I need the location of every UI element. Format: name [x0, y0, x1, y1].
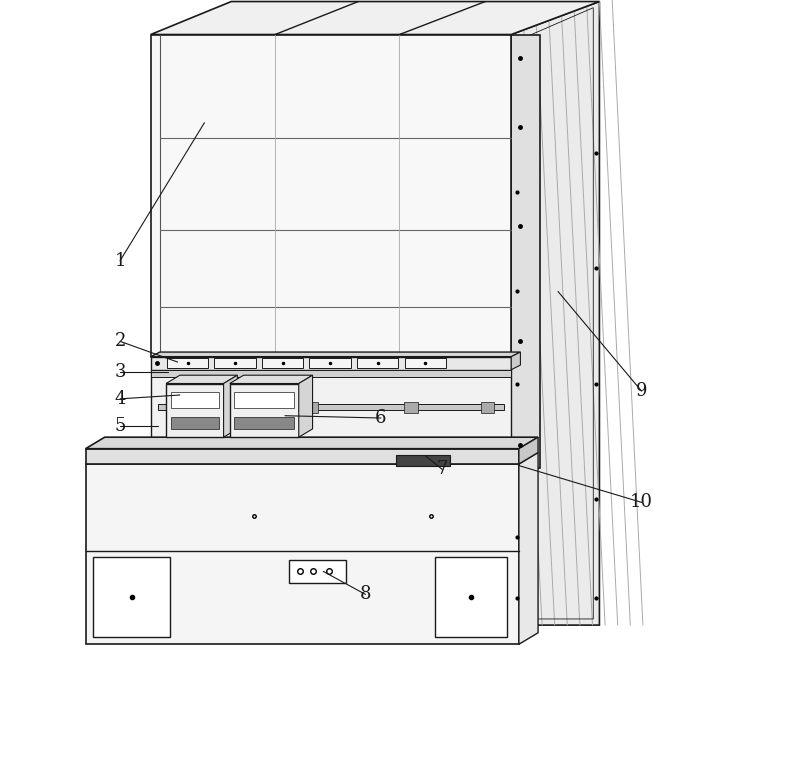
Bar [166, 384, 223, 437]
Bar [150, 357, 511, 370]
Bar [310, 358, 351, 368]
Polygon shape [511, 2, 599, 625]
Polygon shape [298, 375, 313, 437]
Bar [404, 402, 418, 413]
Text: 10: 10 [630, 493, 653, 512]
Polygon shape [511, 352, 521, 370]
Polygon shape [150, 2, 599, 35]
Bar [405, 358, 446, 368]
Bar [234, 391, 294, 408]
Text: 7: 7 [437, 460, 448, 479]
Bar [511, 35, 540, 468]
Text: 5: 5 [114, 416, 126, 435]
Bar [93, 557, 170, 637]
Bar [150, 441, 511, 449]
Bar [150, 370, 511, 377]
Polygon shape [150, 352, 521, 357]
Text: 6: 6 [375, 409, 386, 427]
Bar [262, 358, 303, 368]
Bar [166, 402, 180, 413]
Text: 1: 1 [114, 252, 126, 270]
Polygon shape [519, 453, 538, 644]
Text: 8: 8 [360, 585, 371, 604]
Bar [167, 358, 208, 368]
Text: 4: 4 [114, 390, 126, 408]
Bar [150, 35, 511, 357]
Bar [434, 557, 507, 637]
Bar [214, 358, 256, 368]
Bar [170, 417, 219, 430]
Bar [86, 464, 519, 644]
Bar [396, 455, 450, 466]
Polygon shape [86, 437, 538, 449]
Bar [158, 404, 503, 410]
Text: 2: 2 [114, 332, 126, 351]
Polygon shape [223, 375, 238, 437]
Bar [230, 384, 298, 437]
Bar [289, 560, 346, 583]
Polygon shape [230, 375, 313, 384]
Polygon shape [519, 437, 538, 464]
Polygon shape [166, 375, 238, 384]
Bar [481, 402, 494, 413]
Bar [304, 402, 318, 413]
Bar [150, 370, 511, 449]
Bar [170, 391, 219, 408]
Text: 9: 9 [636, 382, 647, 400]
Bar [227, 402, 242, 413]
Bar [357, 358, 398, 368]
Bar [234, 417, 294, 430]
Text: 3: 3 [114, 363, 126, 381]
Bar [86, 449, 519, 464]
